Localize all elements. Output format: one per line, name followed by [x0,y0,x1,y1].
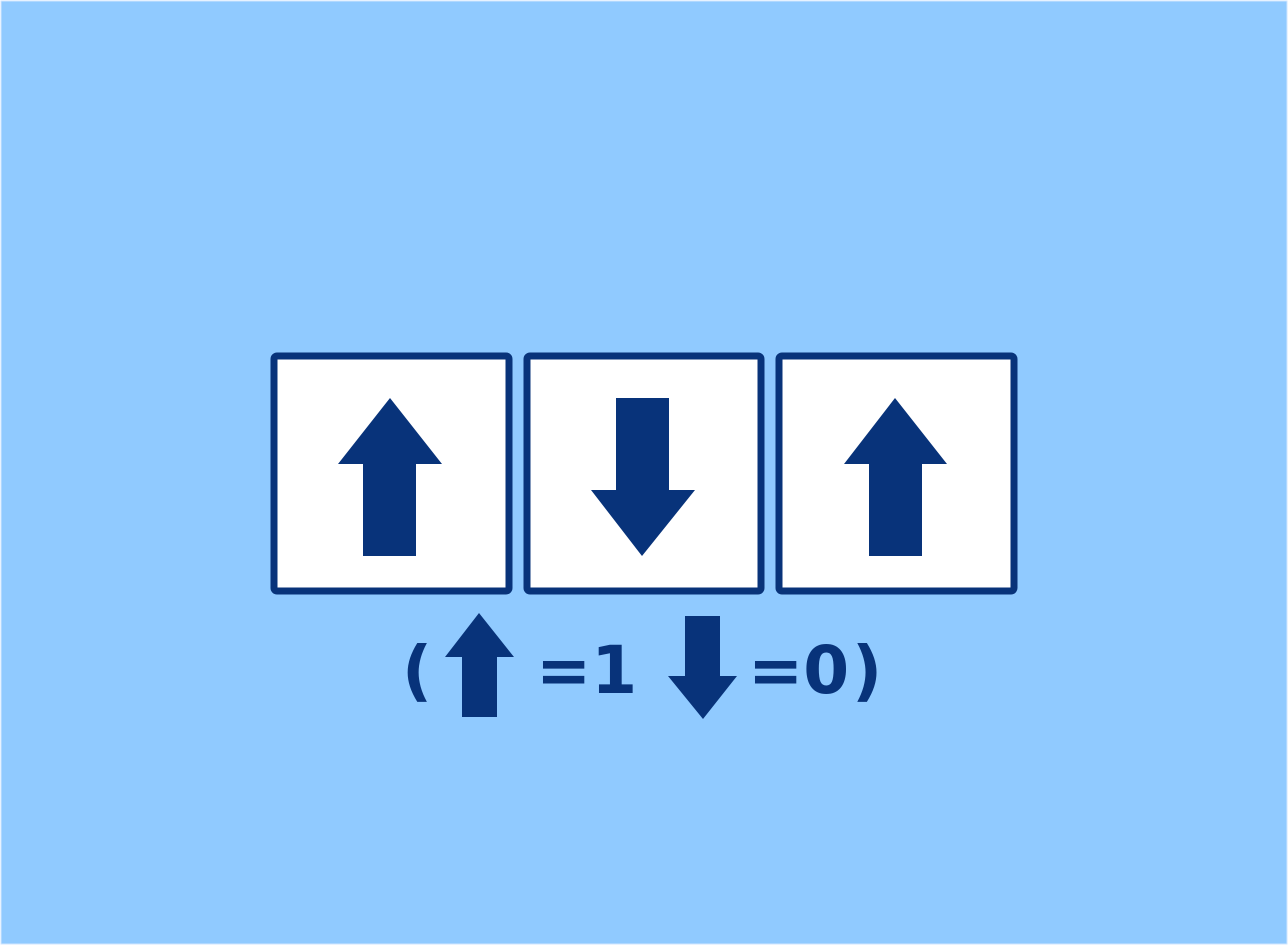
up-arrow-icon [844,398,947,556]
legend-up-arrow-icon [445,613,514,717]
legend-open-paren: ( [402,632,432,709]
legend-up-value: =1 [536,632,637,709]
legend-down-arrow-icon [668,616,737,719]
tile-2 [523,352,765,595]
down-arrow-icon [591,398,695,556]
up-arrow-icon [338,398,442,556]
tile-1 [270,352,513,595]
legend: ( =1 =0 ) [402,613,882,719]
legend-close-paren: ) [852,632,882,709]
tile-3 [775,352,1018,595]
legend-down-value: =0 [748,632,849,709]
